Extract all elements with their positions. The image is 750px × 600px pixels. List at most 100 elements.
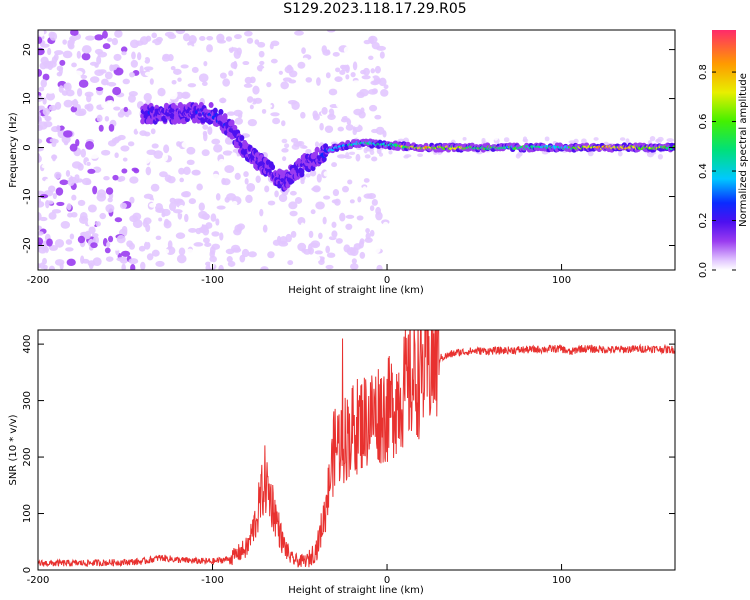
noise-point bbox=[261, 266, 267, 270]
noise-point bbox=[72, 225, 79, 231]
noise-point bbox=[224, 196, 230, 203]
noise-point bbox=[88, 226, 96, 235]
noise-point bbox=[54, 239, 65, 248]
noise-point bbox=[76, 87, 83, 97]
noise-point bbox=[345, 124, 354, 131]
noise-point bbox=[183, 166, 191, 176]
noise-point bbox=[150, 183, 160, 192]
noise-point bbox=[247, 118, 258, 127]
noise-point bbox=[316, 173, 322, 183]
noise-point bbox=[296, 141, 303, 146]
noise-point bbox=[230, 152, 237, 160]
noise-point bbox=[360, 107, 365, 114]
noise-point bbox=[177, 162, 188, 168]
noise-point bbox=[246, 96, 254, 103]
noise-point bbox=[63, 99, 73, 108]
noise-point bbox=[211, 173, 221, 181]
noise-point bbox=[268, 235, 275, 240]
y-tick-label: 10 bbox=[22, 92, 33, 105]
noise-point bbox=[55, 187, 64, 196]
noise-point bbox=[270, 58, 278, 64]
noise-point bbox=[282, 32, 289, 38]
noise-point bbox=[80, 132, 85, 138]
noise-point bbox=[107, 197, 113, 203]
noise-point bbox=[369, 104, 378, 112]
noise-point bbox=[139, 65, 144, 75]
noise-point bbox=[161, 55, 171, 62]
noise-point bbox=[287, 100, 298, 105]
noise-point bbox=[222, 178, 231, 186]
noise-point bbox=[581, 138, 587, 144]
noise-point bbox=[225, 36, 233, 42]
noise-point bbox=[211, 243, 221, 250]
noise-point bbox=[94, 34, 104, 41]
noise-point bbox=[319, 257, 325, 263]
x-tick-label: -100 bbox=[201, 275, 224, 286]
noise-point bbox=[52, 192, 57, 200]
noise-point bbox=[93, 251, 100, 257]
noise-point bbox=[67, 212, 73, 218]
noise-point bbox=[167, 240, 173, 250]
colorbar-tick-label: 0.0 bbox=[698, 262, 709, 278]
noise-point bbox=[38, 153, 41, 163]
noise-point bbox=[201, 149, 210, 157]
noise-point bbox=[48, 245, 58, 251]
noise-point bbox=[278, 70, 283, 75]
noise-point bbox=[339, 212, 346, 222]
noise-point bbox=[325, 264, 334, 270]
noise-point bbox=[92, 185, 98, 195]
noise-point bbox=[367, 133, 375, 138]
noise-point bbox=[259, 208, 264, 217]
noise-point bbox=[349, 247, 359, 257]
noise-point bbox=[151, 249, 160, 257]
noise-point bbox=[191, 66, 199, 73]
noise-point bbox=[186, 146, 196, 155]
noise-point bbox=[244, 216, 250, 224]
noise-point bbox=[88, 154, 99, 159]
noise-point bbox=[155, 235, 162, 240]
noise-point bbox=[155, 260, 165, 267]
noise-point bbox=[364, 154, 371, 159]
noise-point bbox=[39, 194, 49, 199]
noise-point bbox=[56, 201, 65, 207]
noise-point bbox=[352, 61, 358, 71]
trace-halo bbox=[239, 134, 245, 141]
noise-point bbox=[403, 155, 409, 159]
noise-point bbox=[200, 166, 207, 174]
noise-point bbox=[102, 30, 108, 39]
noise-point bbox=[203, 237, 210, 244]
noise-point bbox=[300, 222, 305, 231]
noise-point bbox=[236, 185, 246, 193]
noise-point bbox=[59, 179, 69, 186]
trace-halo bbox=[321, 156, 327, 163]
noise-point bbox=[362, 186, 368, 194]
noise-point bbox=[314, 141, 320, 148]
noise-point bbox=[146, 253, 154, 261]
noise-point bbox=[107, 99, 115, 108]
noise-point bbox=[188, 35, 197, 45]
noise-point bbox=[321, 107, 328, 115]
noise-point bbox=[120, 145, 130, 152]
noise-point bbox=[104, 115, 110, 122]
noise-point bbox=[184, 213, 189, 223]
noise-point bbox=[144, 57, 151, 64]
noise-point bbox=[657, 153, 663, 160]
noise-point bbox=[250, 134, 259, 141]
noise-point bbox=[38, 86, 45, 92]
noise-point bbox=[38, 47, 45, 56]
trace-halo bbox=[176, 117, 182, 124]
noise-point bbox=[388, 150, 393, 155]
noise-point bbox=[85, 140, 95, 150]
noise-point bbox=[65, 247, 74, 252]
noise-point bbox=[346, 112, 356, 119]
noise-point bbox=[371, 199, 378, 206]
noise-point bbox=[323, 171, 329, 177]
noise-point bbox=[343, 201, 348, 208]
noise-point bbox=[293, 118, 299, 128]
noise-point bbox=[289, 190, 297, 196]
noise-point bbox=[110, 64, 118, 71]
noise-point bbox=[234, 34, 242, 40]
noise-point bbox=[297, 133, 302, 141]
noise-point bbox=[112, 174, 119, 181]
noise-point bbox=[121, 51, 127, 56]
